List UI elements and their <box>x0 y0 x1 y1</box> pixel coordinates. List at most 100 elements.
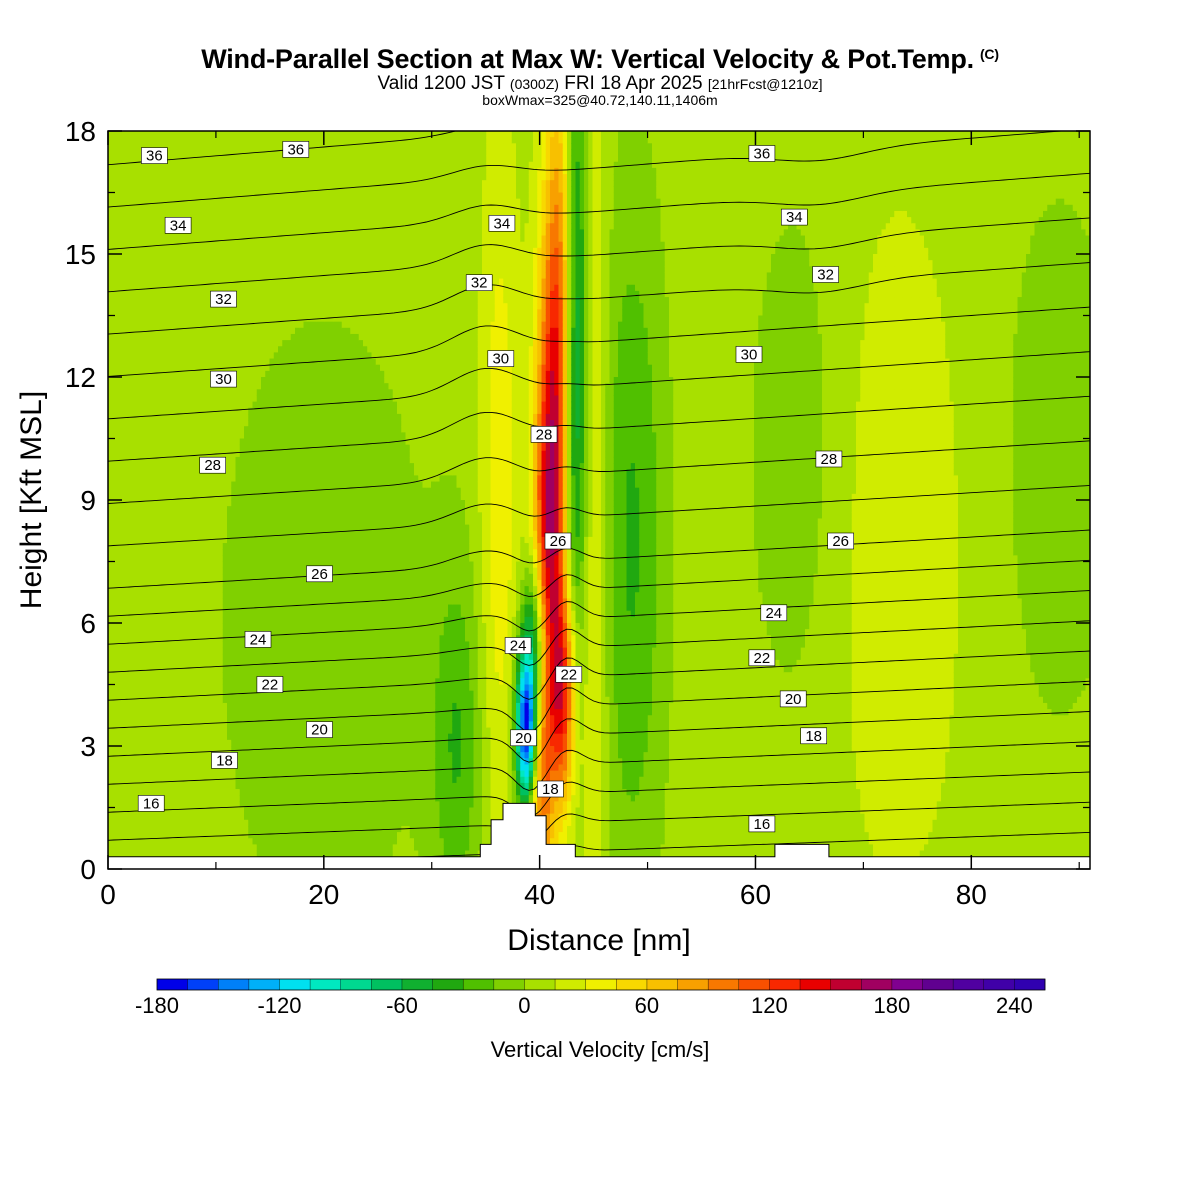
colorbar-swatch <box>585 979 617 990</box>
isentrope-label: 36 <box>282 141 310 158</box>
colorbar-swatch <box>157 979 188 990</box>
x-axis-label: Distance [nm] <box>507 924 690 957</box>
colorbar-swatch <box>708 979 740 990</box>
colorbar-tick-label: 180 <box>874 993 911 1018</box>
colorbar-swatch <box>463 979 495 990</box>
isentrope-label: 34 <box>164 217 192 234</box>
isentrope-34 <box>108 172 1090 250</box>
valid-utc: (0300Z) <box>510 76 559 92</box>
title-tag: (C) <box>980 46 999 62</box>
colorbar-swatch <box>524 979 556 990</box>
y-tick-label: 6 <box>80 608 96 639</box>
y-tick-label: 15 <box>65 239 96 270</box>
x-tick-label: 20 <box>308 879 339 910</box>
isentrope-23 <box>108 620 1090 673</box>
isentrope-label: 22 <box>748 649 776 667</box>
isentrope-label: 18 <box>537 780 564 798</box>
x-tick-label: 0 <box>100 879 116 910</box>
isentrope-21 <box>108 680 1090 733</box>
isentrope-33 <box>108 217 1090 293</box>
isentrope-label: 30 <box>487 350 515 368</box>
y-axis-label: Height [Kft MSL] <box>15 391 48 609</box>
colorbar-swatch <box>248 979 280 990</box>
colorbar-swatch <box>769 979 801 990</box>
colorbar-tick-label: 240 <box>996 993 1033 1018</box>
colorbar-swatch <box>279 979 311 990</box>
isentrope-31 <box>108 306 1090 377</box>
isentrope-17 <box>108 801 1090 843</box>
terrain <box>108 802 1090 869</box>
x-tick-label: 60 <box>740 879 771 910</box>
isentrope-label: 28 <box>530 426 558 443</box>
isentrope-label: 30 <box>210 370 237 388</box>
isentrope-label: 20 <box>779 690 807 708</box>
y-tick-label: 12 <box>65 362 96 393</box>
isentrope-35 <box>108 131 1067 208</box>
isentrope-36 <box>108 131 458 166</box>
isentrope-label: 22 <box>256 676 284 694</box>
isentrope-label: 26 <box>306 565 333 583</box>
forecast-tag: [21hrFcst@1210z] <box>708 76 823 92</box>
colorbar-tick-label: 60 <box>635 993 659 1018</box>
isentrope-25 <box>108 559 1090 617</box>
isentrope-label: 24 <box>504 637 532 655</box>
title-main: Wind-Parallel Section at Max W: Vertical… <box>201 44 974 74</box>
isentrope-label: 24 <box>244 631 272 648</box>
colorbar-swatch <box>310 979 342 990</box>
colorbar-swatch <box>861 979 893 990</box>
isentrope-26 <box>108 529 1090 589</box>
colorbar-swatch <box>432 979 464 990</box>
colorbar-swatch <box>218 979 250 990</box>
isentrope-label: 36 <box>748 145 776 163</box>
y-tick-label: 18 <box>65 116 96 147</box>
colorbar-label: Vertical Velocity [cm/s] <box>0 1037 1200 1063</box>
isentrope-label: 18 <box>211 752 238 769</box>
colorbar-swatch <box>983 979 1015 990</box>
colorbar-swatch <box>646 979 678 990</box>
plot-area: 36 36 36 34 34 34 32 32 32 30 30 30 28 28 28 26 26 26 24 24… <box>108 131 1090 869</box>
y-tick-label: 3 <box>80 731 96 762</box>
colorbar-tick-label: -60 <box>386 993 418 1018</box>
isentrope-label: 16 <box>137 795 165 812</box>
box-wmax-info: boxWmax=325@40.72,140.11,1406m <box>0 92 1200 108</box>
colorbar-swatch <box>922 979 954 990</box>
isentrope-label: 20 <box>306 721 333 739</box>
isentropes <box>108 131 1090 868</box>
isentrope-20 <box>108 711 1090 763</box>
colorbar-swatch <box>953 979 985 990</box>
isentrope-label: 32 <box>465 274 493 292</box>
isentrope-32 <box>108 262 1090 335</box>
colorbar-swatch <box>738 979 770 990</box>
isentrope-label: 32 <box>210 290 237 308</box>
isentrope-label: 24 <box>760 604 788 622</box>
isentrope-label: 32 <box>812 266 839 284</box>
y-tick-label: 9 <box>80 485 96 516</box>
colorbar-swatch <box>677 979 709 990</box>
isentrope-label: 26 <box>544 532 572 550</box>
colorbar-swatch <box>830 979 862 990</box>
colorbar-swatch <box>616 979 648 990</box>
y-tick-label: 0 <box>80 854 96 885</box>
colorbar-swatch <box>187 979 219 990</box>
isentrope-label: 16 <box>748 815 776 833</box>
colorbar-tick-label: -120 <box>257 993 301 1018</box>
isentrope-label: 36 <box>141 147 168 165</box>
valid-date: FRI 18 Apr 2025 <box>564 73 702 94</box>
isentrope-label: 30 <box>735 346 763 363</box>
valid-time: Valid 1200 JST <box>378 73 505 94</box>
colorbar-swatch <box>1014 979 1046 990</box>
colorbar-swatch <box>800 979 831 990</box>
isentrope-18 <box>108 771 1090 818</box>
isentrope-27 <box>108 484 1090 547</box>
colorbar-tick-label: -180 <box>135 993 179 1018</box>
colorbar-swatch <box>401 979 433 990</box>
isentrope-label: 22 <box>555 665 583 683</box>
isentrope-label: 34 <box>780 208 808 226</box>
colorbar-swatch <box>493 979 525 990</box>
isentrope-label: 18 <box>800 727 828 745</box>
isentrope-label: 26 <box>827 532 855 550</box>
isentrope-label: 28 <box>199 456 226 474</box>
isentrope-30 <box>108 351 1090 420</box>
